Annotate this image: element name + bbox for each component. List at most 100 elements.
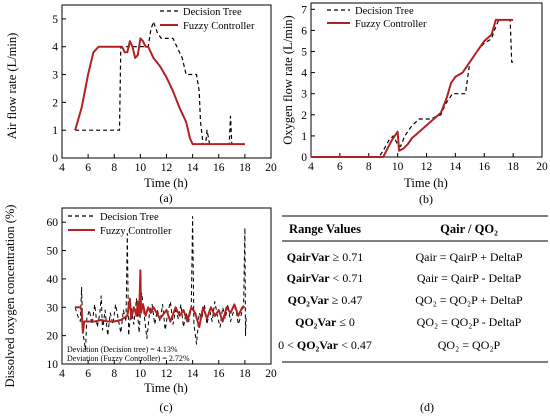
y-tick-label: 5 — [301, 47, 307, 59]
range-condition: < 0.47 — [338, 338, 372, 352]
panel-c-axes: 4 6 8 10 12 14 16 18 20 10 20 30 40 50 60 — [47, 207, 277, 380]
x-tick-label: 18 — [507, 161, 519, 173]
x-tick-label: 12 — [421, 161, 433, 173]
legend-decision-tree-label: Decision Tree — [100, 212, 159, 223]
y-tick-label: 20 — [47, 331, 59, 343]
panel-d-table: Range Values Qair / QO₂ QairVar ≥ 0.71 Q… — [278, 215, 548, 414]
y-axis-label: Dissolved oxygen concentration (%) — [3, 205, 17, 388]
deviation-fuzzy-controller-annotation: Deviation (Fuzzy Controller) = 2.72% — [67, 354, 190, 363]
legend-decision-tree-label: Decision Tree — [355, 6, 414, 17]
y-tick-label: 6 — [301, 25, 307, 37]
table-header-range-values: Range Values — [289, 222, 361, 236]
x-tick-label: 14 — [187, 162, 199, 174]
range-variable: QairVar — [287, 250, 331, 264]
range-cell: QO₂Var ≤ 0 — [295, 315, 355, 329]
y-tick-label: 60 — [47, 217, 59, 229]
range-variable: QO₂Var — [297, 338, 339, 352]
x-tick-label: 12 — [161, 162, 173, 174]
range-variable: QO₂Var — [295, 315, 337, 329]
range-condition: < 0.71 — [330, 271, 364, 285]
range-variable: QairVar — [287, 271, 331, 285]
x-tick-label: 6 — [85, 162, 91, 174]
x-tick-label: 6 — [85, 368, 91, 380]
x-tick-label: 18 — [239, 368, 251, 380]
legend: Decision Tree Fuzzy Controller — [68, 212, 172, 237]
x-tick-label: 10 — [135, 368, 147, 380]
legend-decision-tree-label: Decision Tree — [183, 7, 242, 18]
y-tick-label: 3 — [52, 70, 58, 82]
rule-cell: Qair = QairP + DeltaP — [415, 250, 522, 264]
x-tick-label: 4 — [59, 162, 65, 174]
table-row: QairVar ≥ 0.71 Qair = QairP + DeltaP — [287, 250, 523, 264]
table-row: QO₂Var ≥ 0.47 QO₂ = QO₂P + DeltaP — [288, 293, 523, 307]
x-tick-label: 18 — [239, 162, 251, 174]
x-tick-label: 8 — [366, 161, 372, 173]
y-tick-label: 4 — [301, 68, 307, 80]
range-condition: ≥ 0.47 — [329, 293, 363, 307]
y-tick-label: 50 — [47, 246, 59, 258]
plot-frame — [310, 2, 543, 158]
legend-fuzzy-controller-label: Fuzzy Controller — [100, 226, 172, 237]
deviation-decision-tree-annotation: Deviation (Decision tree) = 4.13% — [67, 345, 178, 354]
x-tick-label: 20 — [536, 161, 548, 173]
y-tick-label: 1 — [301, 131, 307, 143]
decision-tree-line — [74, 216, 247, 351]
x-tick-label: 4 — [59, 368, 65, 380]
y-axis-label: Oxygen flow rate (L/min) — [281, 15, 295, 144]
panel-label: (a) — [159, 191, 172, 205]
rule-cell: QO₂ = QO₂P + DeltaP — [415, 293, 523, 307]
range-prefix: 0 < — [278, 338, 297, 352]
range-cell: QO₂Var ≥ 0.47 — [288, 293, 363, 307]
y-tick-label: 10 — [47, 359, 59, 371]
legend-fuzzy-controller-label: Fuzzy Controller — [183, 21, 255, 32]
rule-cell: Qair = QairP - DeltaP — [417, 271, 522, 285]
decision-tree-line — [311, 19, 514, 158]
x-tick-label: 8 — [111, 162, 117, 174]
x-tick-label: 16 — [213, 368, 225, 380]
y-tick-label: 0 — [301, 152, 307, 164]
range-cell: 0 < QO₂Var < 0.47 — [278, 338, 372, 352]
x-tick-label: 10 — [392, 161, 404, 173]
panel-label: (b) — [419, 192, 433, 206]
panel-c: 4 6 8 10 12 14 16 18 20 10 20 30 40 50 60 Decision Tre… — [3, 205, 277, 414]
x-axis-label: Time (h) — [144, 381, 188, 395]
fuzzy-controller-line — [75, 269, 245, 334]
y-tick-label: 1 — [52, 125, 58, 137]
x-tick-label: 20 — [265, 368, 277, 380]
table-row: QO₂Var ≤ 0 QO₂ = QO₂P - DeltaP — [295, 315, 522, 329]
range-condition: ≥ 0.71 — [330, 250, 364, 264]
y-tick-label: 0 — [52, 153, 58, 165]
y-tick-label: 7 — [301, 4, 307, 16]
x-tick-label: 14 — [450, 161, 462, 173]
rule-cell: QO₂ = QO₂P - DeltaP — [417, 315, 522, 329]
table-header-rule-column: Qair / QO₂ — [440, 222, 498, 236]
x-tick-label: 4 — [308, 161, 314, 173]
fuzzy-controller-line — [311, 18, 514, 158]
y-tick-label: 3 — [301, 89, 307, 101]
x-tick-label: 8 — [111, 368, 117, 380]
table-row: QairVar < 0.71 Qair = QairP - DeltaP — [287, 271, 522, 285]
decision-tree-line — [75, 21, 245, 145]
y-axis-label: Air flow rate (L/min) — [5, 33, 19, 140]
legend: Decision Tree Fuzzy Controller — [327, 6, 427, 30]
range-condition: ≤ 0 — [336, 315, 355, 329]
x-tick-label: 10 — [135, 162, 147, 174]
y-tick-label: 2 — [52, 97, 58, 109]
x-tick-label: 6 — [337, 161, 343, 173]
x-tick-label: 16 — [213, 162, 225, 174]
y-tick-label: 4 — [52, 42, 58, 54]
y-tick-label: 5 — [52, 14, 58, 26]
x-tick-label: 14 — [187, 368, 199, 380]
y-tick-label: 2 — [301, 110, 307, 122]
y-tick-label: 40 — [47, 274, 59, 286]
x-axis-label: Time (h) — [144, 176, 188, 190]
legend-fuzzy-controller-label: Fuzzy Controller — [355, 19, 427, 30]
legend: Decision Tree Fuzzy Controller — [160, 7, 255, 32]
range-cell: QairVar < 0.71 — [287, 271, 364, 285]
x-tick-label: 20 — [265, 162, 277, 174]
